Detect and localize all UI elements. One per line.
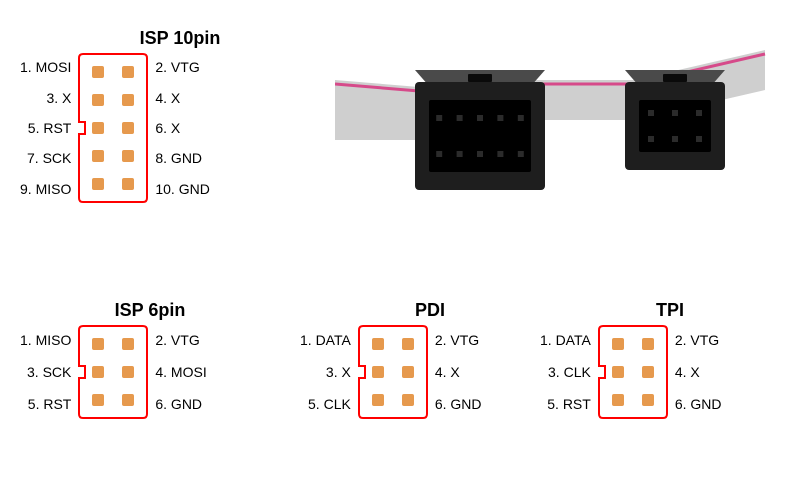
pin [92, 394, 104, 406]
pin [122, 178, 134, 190]
tpi-pin-label: 1. DATA [540, 332, 591, 348]
pdi-pin-label: 4. X [435, 364, 482, 380]
isp6-left-labels: 1. MISO 3. SCK 5. RST [20, 324, 77, 420]
pdi-right-labels: 2. VTG 4. X 6. GND [429, 324, 482, 420]
pin [642, 366, 654, 378]
isp6-pin-label: 2. VTG [155, 332, 206, 348]
pin [122, 150, 134, 162]
pdi-pinout: 1. DATA 3. X 5. CLK 2. VTG 4. X 6. GND [300, 324, 482, 420]
isp10-left-labels: 1. MOSI 3. X 5. RST 7. SCK 9. MISO [20, 52, 77, 204]
isp10-pin-label: 8. GND [155, 150, 209, 166]
pin [402, 394, 414, 406]
pdi-pin-label: 5. CLK [300, 396, 351, 412]
pin [122, 394, 134, 406]
pin [92, 66, 104, 78]
pdi-pin-label: 2. VTG [435, 332, 482, 348]
pin [402, 366, 414, 378]
isp10-right-labels: 2. VTG 4. X 6. X 8. GND 10. GND [149, 52, 209, 204]
isp6-pin-label: 4. MOSI [155, 364, 206, 380]
pin [92, 366, 104, 378]
isp10-pinout: 1. MOSI 3. X 5. RST 7. SCK 9. MISO 2. VTG 4. … [20, 52, 210, 204]
pin [372, 338, 384, 350]
isp10-pin-label: 5. RST [20, 120, 71, 136]
isp10-title: ISP 10pin [90, 28, 270, 49]
tpi-connector-icon [597, 324, 669, 420]
pin [92, 150, 104, 162]
pin [372, 394, 384, 406]
pin [612, 366, 624, 378]
isp10-pin-label: 1. MOSI [20, 59, 71, 75]
pin [122, 366, 134, 378]
isp10-pin-label: 6. X [155, 120, 209, 136]
tpi-left-labels: 1. DATA 3. CLK 5. RST [540, 324, 597, 420]
isp6-pin-label: 1. MISO [20, 332, 71, 348]
pin [122, 66, 134, 78]
pin [372, 366, 384, 378]
isp6-right-labels: 2. VTG 4. MOSI 6. GND [149, 324, 206, 420]
pdi-title: PDI [340, 300, 520, 321]
isp10-connector-icon [77, 52, 149, 204]
connector-outline [77, 324, 149, 420]
isp6-pin-label: 3. SCK [20, 364, 71, 380]
connector-outline [357, 324, 429, 420]
pin [122, 94, 134, 106]
isp10-pin-label: 7. SCK [20, 150, 71, 166]
isp10-pin-label: 10. GND [155, 181, 209, 197]
cable-photo-svg [335, 20, 775, 220]
isp10-pin-label: 4. X [155, 90, 209, 106]
connector-outline [597, 324, 669, 420]
pdi-left-labels: 1. DATA 3. X 5. CLK [300, 324, 357, 420]
pin [612, 394, 624, 406]
pin [122, 338, 134, 350]
pin [642, 394, 654, 406]
isp10-pin-label: 2. VTG [155, 59, 209, 75]
pdi-pin-label: 3. X [300, 364, 351, 380]
isp6-pin-label: 6. GND [155, 396, 206, 412]
cable-photo [335, 20, 775, 220]
connector-outline [77, 52, 149, 204]
tpi-pinout: 1. DATA 3. CLK 5. RST 2. VTG 4. X 6. GND [540, 324, 722, 420]
tpi-pin-label: 6. GND [675, 396, 722, 412]
pdi-pin-label: 1. DATA [300, 332, 351, 348]
tpi-pin-label: 3. CLK [540, 364, 591, 380]
pin [402, 338, 414, 350]
tpi-right-labels: 2. VTG 4. X 6. GND [669, 324, 722, 420]
tpi-pin-label: 4. X [675, 364, 722, 380]
pdi-pin-label: 6. GND [435, 396, 482, 412]
tpi-pin-label: 2. VTG [675, 332, 722, 348]
isp6-pin-label: 5. RST [20, 396, 71, 412]
pin [122, 122, 134, 134]
isp6-connector-icon [77, 324, 149, 420]
pin [92, 94, 104, 106]
pin [642, 338, 654, 350]
isp6-pinout: 1. MISO 3. SCK 5. RST 2. VTG 4. MOSI 6. GND [20, 324, 207, 420]
pin [612, 338, 624, 350]
tpi-title: TPI [580, 300, 760, 321]
tpi-pin-label: 5. RST [540, 396, 591, 412]
pdi-connector-icon [357, 324, 429, 420]
pin [92, 122, 104, 134]
pin [92, 338, 104, 350]
pin [92, 178, 104, 190]
isp10-pin-label: 3. X [20, 90, 71, 106]
isp6-title: ISP 6pin [60, 300, 240, 321]
isp10-pin-label: 9. MISO [20, 181, 71, 197]
